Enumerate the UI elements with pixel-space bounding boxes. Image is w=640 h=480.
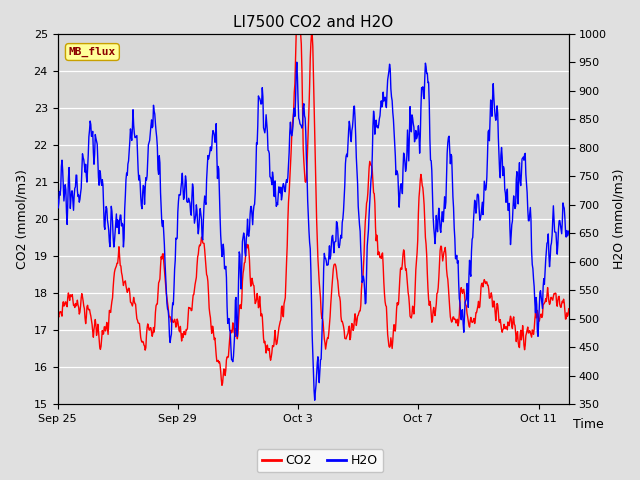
Text: Time: Time	[573, 418, 604, 431]
Title: LI7500 CO2 and H2O: LI7500 CO2 and H2O	[233, 15, 393, 30]
Y-axis label: CO2 (mmol/m3): CO2 (mmol/m3)	[15, 169, 28, 269]
Legend: CO2, H2O: CO2, H2O	[257, 449, 383, 472]
Y-axis label: H2O (mmol/m3): H2O (mmol/m3)	[612, 169, 625, 269]
Text: MB_flux: MB_flux	[68, 47, 116, 57]
